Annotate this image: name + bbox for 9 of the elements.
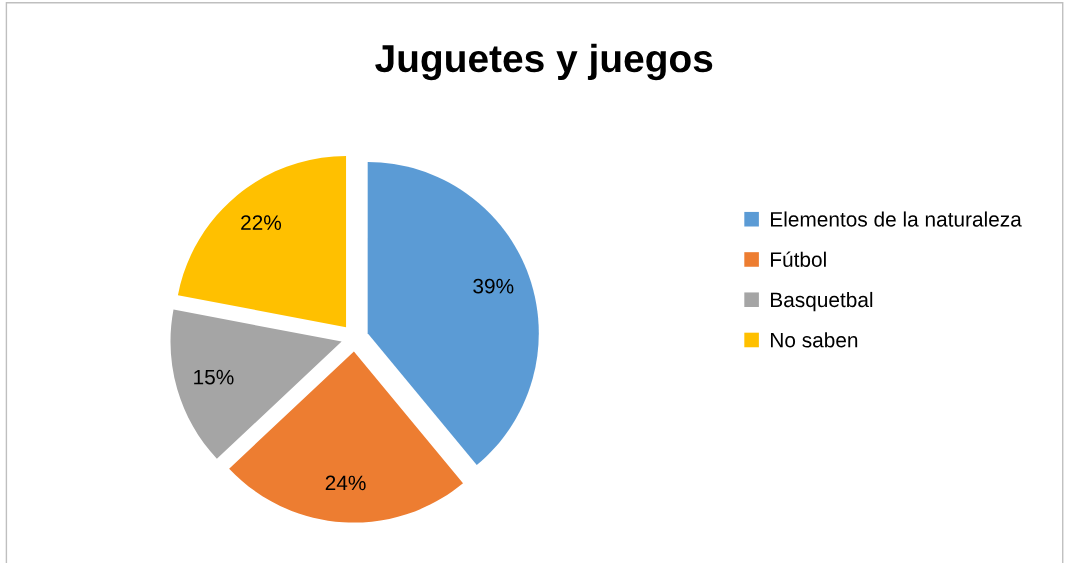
data-label: 24% bbox=[325, 475, 366, 491]
data-label: 39% bbox=[473, 278, 514, 294]
data-label: 15% bbox=[194, 369, 234, 385]
legend-label: No saben bbox=[771, 332, 858, 348]
legend-label: Elementos de la naturaleza bbox=[771, 211, 1022, 227]
chart-title: Juguetes y juegos bbox=[375, 43, 713, 81]
data-label: 22% bbox=[241, 215, 282, 230]
legend-label: Basquetbal bbox=[771, 291, 873, 312]
legend-label: Fútbol bbox=[771, 251, 826, 267]
